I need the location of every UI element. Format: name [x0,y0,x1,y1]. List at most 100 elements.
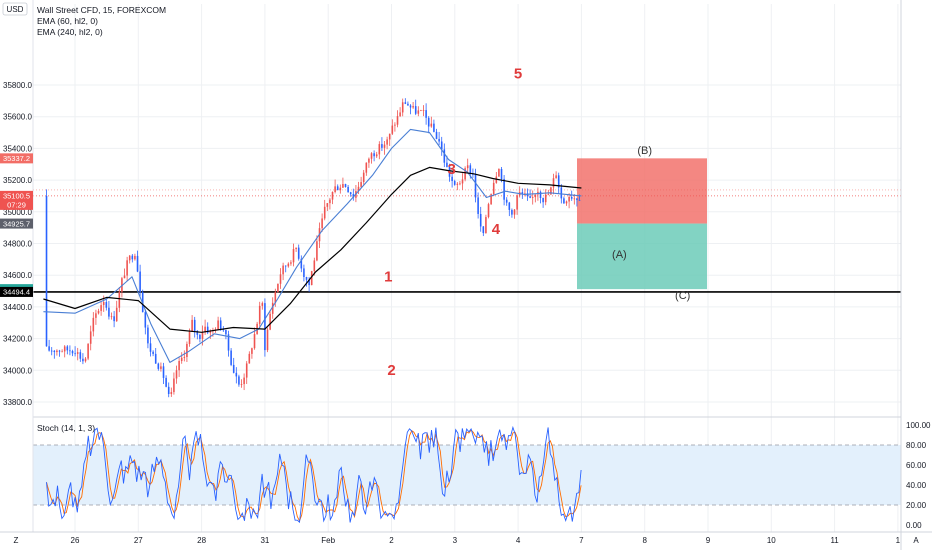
candle-body [66,346,69,351]
candle-body [542,197,544,203]
ema240-line [43,166,582,333]
candle-body [206,326,209,333]
x-tick-label: 11 [830,536,839,545]
candle-body [110,316,113,318]
stoch-tick-label: 80.00 [906,441,927,450]
candle-body [240,384,243,385]
candle-body [381,144,383,148]
candle-body [490,194,492,205]
candle-body [245,363,248,378]
candle-body [516,195,518,210]
symbol-title: Wall Street CFD, 15, FOREXCOM [37,5,166,15]
candle-body [56,350,58,353]
candle-body [534,194,537,198]
wave-label-4: 5 [514,66,522,83]
y-tick-label: 34800.0 [3,240,32,249]
y-tick-label: 35400.0 [3,144,32,153]
candle-body [191,319,193,332]
candle-body [500,169,503,179]
candle-body [526,193,529,197]
candle-body [199,334,201,339]
candle-body [412,106,414,108]
candle-body [448,166,451,177]
candle-body [48,346,50,351]
stoch-tick-label: 100.00 [906,421,931,430]
candle-body [308,279,310,286]
candle-body [539,191,542,198]
price-badge-2 [0,218,33,229]
candle-body [524,193,526,195]
price-badge-text-2: 34925.7 [3,219,30,228]
candle-body [303,268,305,278]
candle-body [362,172,365,183]
candle-body [230,350,232,365]
x-tick-label: 26 [71,536,80,545]
ema60-legend: EMA (60, hl2, 0) [37,16,98,26]
auto-scale-icon: A [913,536,919,545]
candle-body [82,358,84,362]
legend: USD Wall Street CFD, 15, FOREXCOM EMA (6… [2,2,166,433]
candle-body [563,198,565,204]
candle-body [407,103,409,106]
candle-body [336,186,339,191]
candle-body [552,178,555,188]
candle-body [316,241,318,261]
price-badge-1 [0,190,33,210]
y-tick-label: 34400.0 [3,303,32,312]
candle-body [105,302,108,308]
candle-body [313,260,316,272]
stoch-tick-label: 60.00 [906,461,927,470]
currency-label: USD [7,5,24,14]
candle-body [74,353,76,355]
wave-label-7: (C) [675,290,690,302]
candle-body [555,175,557,179]
candle-body [173,378,175,393]
candle-body [531,197,534,198]
candle-body [461,179,464,184]
candle-body [417,110,420,114]
candle-body [305,277,308,280]
candle-body [456,183,459,185]
candle-body [469,165,472,174]
candle-body [349,192,352,195]
candle-body [375,154,378,157]
candle-body [243,377,245,385]
candle-body [498,169,500,177]
position-zones [577,158,707,290]
x-tick-label: 1 [896,536,901,545]
candle-body [323,206,326,219]
candle-body [295,247,297,250]
candle-body [79,352,82,359]
wave-label-1: 2 [387,362,395,379]
wave-labels: 1 2 3 4 5 (B) (A) (C) [384,66,690,379]
candle-body [180,357,183,361]
ema-lines [43,128,582,363]
y-tick-label: 35200.0 [3,176,32,185]
candle-body [446,162,448,167]
candle-body [269,313,271,330]
candle-body [565,201,568,204]
candle-body [430,123,433,127]
candle-body [391,125,394,134]
candle-body [277,283,279,293]
price-badge-4 [0,286,33,297]
candle-body [50,350,53,352]
candle-body [287,263,290,267]
candle-body [459,183,461,185]
currency-badge[interactable] [2,2,28,16]
candle-body [113,316,115,322]
candle-body [118,291,121,308]
y-tick-label: 34000.0 [3,366,32,375]
y-tick-label: 34600.0 [3,271,32,280]
price-badge-text-1: 35100.5 [3,192,30,201]
candle-body [282,265,284,275]
candle-body [297,247,300,259]
candle-body [97,310,100,314]
candle-body [547,194,550,196]
candle-body [550,187,552,195]
wave-label-5: (B) [637,145,652,157]
candle-body [487,204,490,218]
